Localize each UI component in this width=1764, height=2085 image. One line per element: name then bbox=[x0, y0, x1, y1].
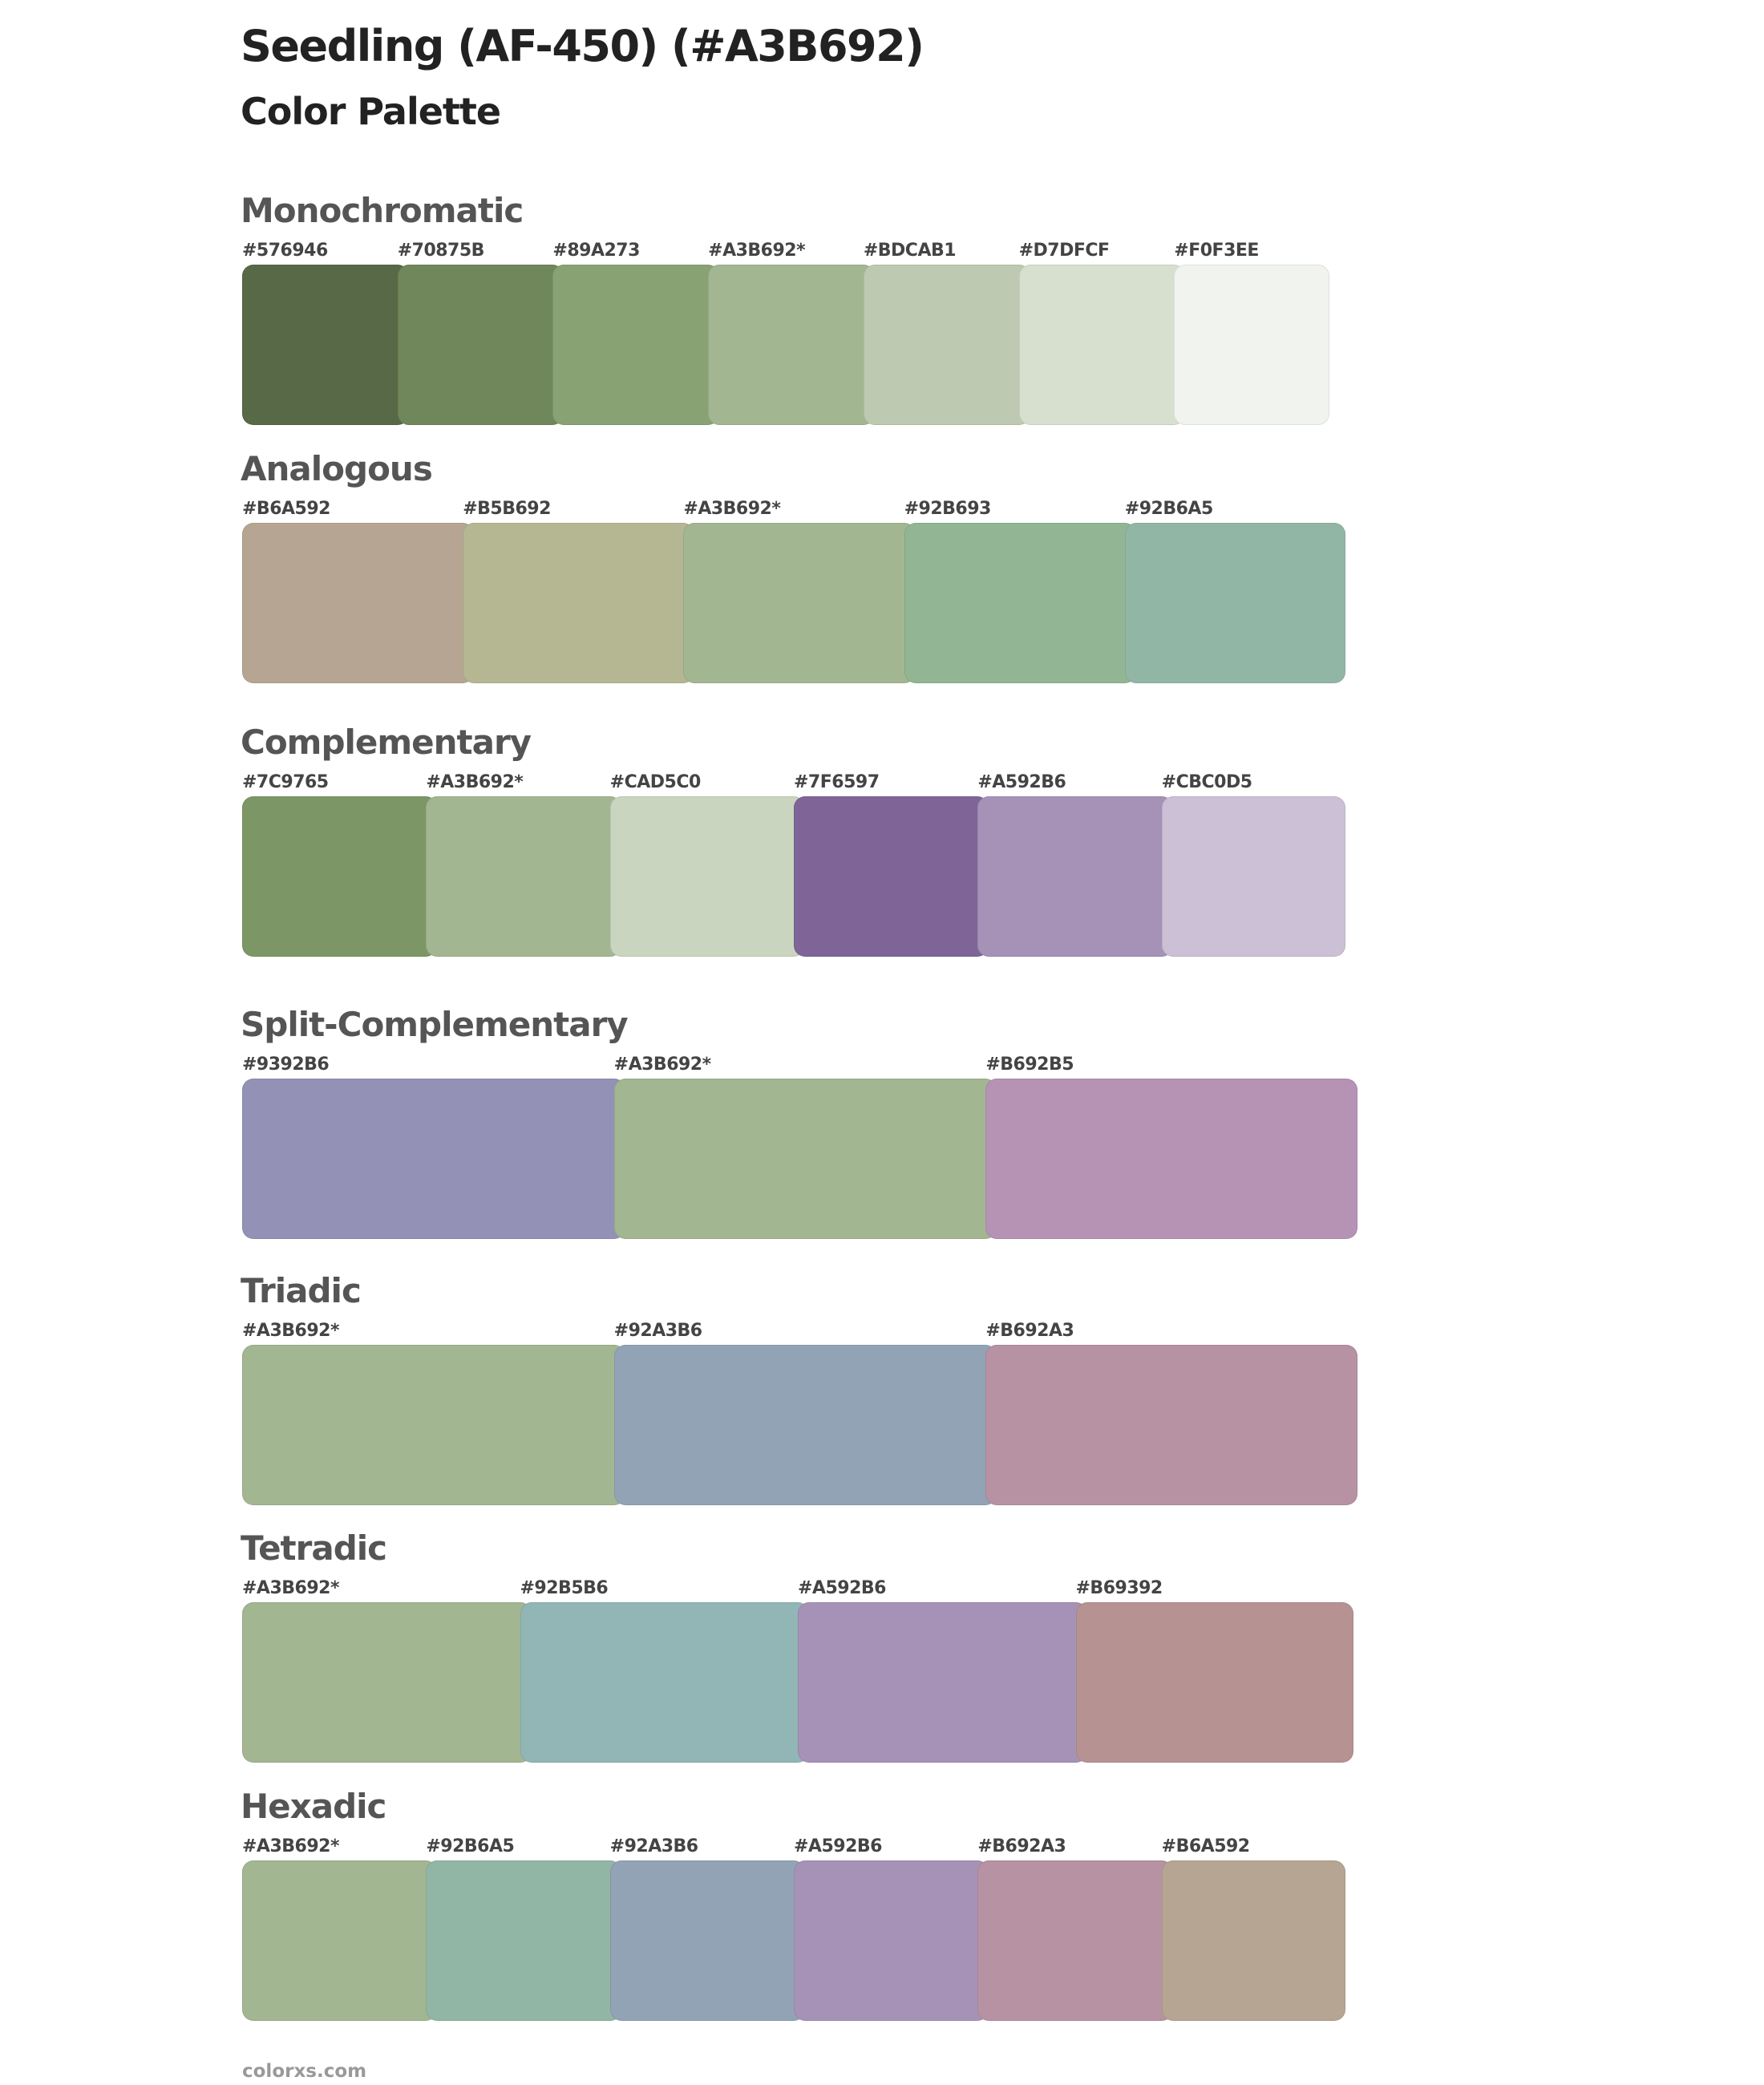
color-swatch[interactable] bbox=[613, 1345, 997, 1505]
color-hex-label[interactable]: #576946 bbox=[242, 241, 328, 261]
color-hex-label[interactable]: #7F6597 bbox=[794, 772, 880, 792]
color-hex-label[interactable]: #A3B692* bbox=[426, 772, 524, 792]
color-swatch[interactable] bbox=[985, 1345, 1357, 1505]
color-swatch[interactable] bbox=[397, 265, 564, 425]
color-swatch[interactable] bbox=[863, 265, 1030, 425]
section-heading-complementary: Complementary bbox=[241, 723, 532, 762]
color-hex-label[interactable]: #A592B6 bbox=[794, 1836, 882, 1856]
color-hex-label[interactable]: #B6A592 bbox=[1161, 1836, 1250, 1856]
color-swatch[interactable] bbox=[985, 1079, 1357, 1239]
page-subtitle: Color Palette bbox=[241, 90, 501, 133]
color-hex-label[interactable]: #92A3B6 bbox=[613, 1321, 702, 1341]
color-hex-label[interactable]: #70875B bbox=[397, 241, 485, 261]
color-hex-label[interactable]: #A592B6 bbox=[798, 1578, 886, 1598]
color-hex-label[interactable]: #A3B692* bbox=[242, 1836, 339, 1856]
color-hex-label[interactable]: #A3B692* bbox=[242, 1321, 339, 1341]
footer-link[interactable]: colorxs.com bbox=[242, 2061, 367, 2082]
color-hex-label[interactable]: #CBC0D5 bbox=[1161, 772, 1252, 792]
color-hex-label[interactable]: #92A3B6 bbox=[609, 1836, 698, 1856]
color-swatch[interactable] bbox=[977, 1860, 1173, 2021]
color-hex-label[interactable]: #D7DFCF bbox=[1018, 241, 1110, 261]
color-hex-label[interactable]: #BDCAB1 bbox=[863, 241, 957, 261]
color-hex-label[interactable]: #A3B692* bbox=[708, 241, 806, 261]
color-swatch[interactable] bbox=[798, 1602, 1087, 1763]
color-swatch[interactable] bbox=[1124, 523, 1345, 683]
page-title: Seedling (AF-450) (#A3B692) bbox=[241, 21, 924, 71]
color-swatch[interactable] bbox=[708, 265, 875, 425]
color-swatch[interactable] bbox=[977, 796, 1173, 957]
color-swatch[interactable] bbox=[242, 1860, 438, 2021]
color-hex-label[interactable]: #B692B5 bbox=[985, 1055, 1074, 1075]
color-swatch[interactable] bbox=[242, 265, 409, 425]
section-heading-hexadic: Hexadic bbox=[241, 1787, 386, 1826]
color-hex-label[interactable]: #92B5B6 bbox=[520, 1578, 609, 1598]
section-heading-tetradic: Tetradic bbox=[241, 1528, 387, 1568]
color-swatch[interactable] bbox=[242, 796, 438, 957]
color-hex-label[interactable]: #CAD5C0 bbox=[609, 772, 702, 792]
color-hex-label[interactable]: #9392B6 bbox=[242, 1055, 330, 1075]
color-hex-label[interactable]: #A592B6 bbox=[977, 772, 1066, 792]
color-swatch[interactable] bbox=[1018, 265, 1186, 425]
color-swatch[interactable] bbox=[794, 1860, 989, 2021]
section-heading-split-complementary: Split-Complementary bbox=[241, 1005, 629, 1044]
color-hex-label[interactable]: #B692A3 bbox=[985, 1321, 1074, 1341]
color-hex-label[interactable]: #B5B692 bbox=[463, 499, 551, 519]
color-swatch[interactable] bbox=[1161, 1860, 1345, 2021]
color-swatch[interactable] bbox=[609, 1860, 805, 2021]
color-hex-label[interactable]: #B692A3 bbox=[977, 1836, 1066, 1856]
color-hex-label[interactable]: #92B6A5 bbox=[1124, 499, 1213, 519]
color-hex-label[interactable]: #7C9765 bbox=[242, 772, 329, 792]
color-swatch[interactable] bbox=[904, 523, 1136, 683]
color-hex-label[interactable]: #89A273 bbox=[552, 241, 640, 261]
color-swatch[interactable] bbox=[609, 796, 805, 957]
color-hex-label[interactable]: #A3B692* bbox=[613, 1055, 711, 1075]
color-swatch[interactable] bbox=[683, 523, 916, 683]
color-swatch[interactable] bbox=[242, 1345, 625, 1505]
color-swatch[interactable] bbox=[552, 265, 720, 425]
color-swatch[interactable] bbox=[463, 523, 695, 683]
color-swatch[interactable] bbox=[242, 1079, 625, 1239]
color-hex-label[interactable]: #F0F3EE bbox=[1174, 241, 1259, 261]
color-swatch[interactable] bbox=[1161, 796, 1345, 957]
color-swatch[interactable] bbox=[242, 523, 475, 683]
color-hex-label[interactable]: #92B6A5 bbox=[426, 1836, 515, 1856]
color-hex-label[interactable]: #A3B692* bbox=[242, 1578, 339, 1598]
color-swatch[interactable] bbox=[1174, 265, 1329, 425]
color-hex-label[interactable]: #B69392 bbox=[1075, 1578, 1163, 1598]
section-heading-monochromatic: Monochromatic bbox=[241, 191, 524, 230]
color-swatch[interactable] bbox=[613, 1079, 997, 1239]
section-heading-triadic: Triadic bbox=[241, 1271, 362, 1310]
color-swatch[interactable] bbox=[1075, 1602, 1353, 1763]
color-swatch[interactable] bbox=[426, 1860, 621, 2021]
color-swatch[interactable] bbox=[242, 1602, 532, 1763]
color-hex-label[interactable]: #B6A592 bbox=[242, 499, 330, 519]
color-hex-label[interactable]: #92B693 bbox=[904, 499, 992, 519]
section-heading-analogous: Analogous bbox=[241, 449, 433, 488]
color-hex-label[interactable]: #A3B692* bbox=[683, 499, 781, 519]
color-swatch[interactable] bbox=[426, 796, 621, 957]
color-swatch[interactable] bbox=[520, 1602, 809, 1763]
color-swatch[interactable] bbox=[794, 796, 989, 957]
